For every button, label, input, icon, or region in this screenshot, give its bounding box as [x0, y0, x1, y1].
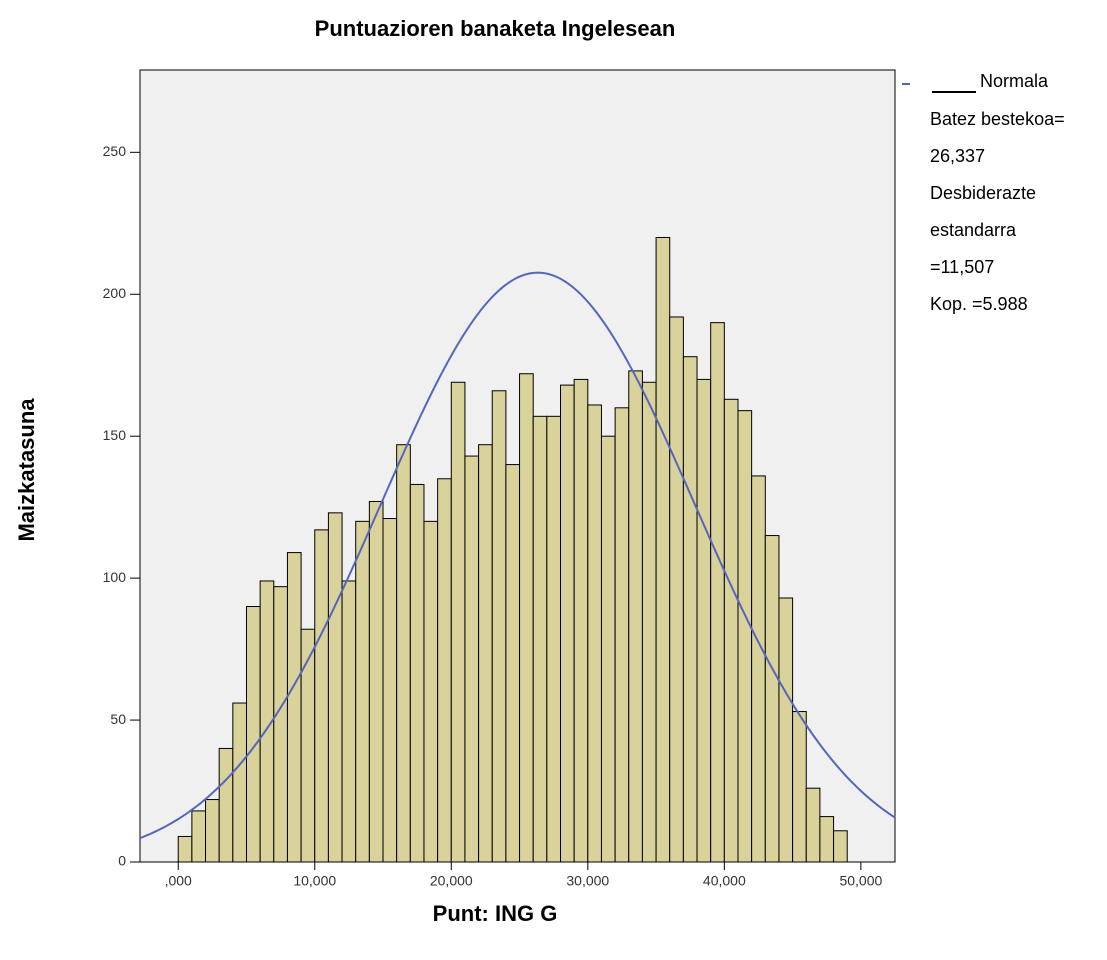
bar: [314, 529, 329, 863]
bar: [792, 711, 807, 863]
y-tick-label: 250: [103, 143, 127, 159]
bar: [628, 370, 643, 863]
bar: [682, 356, 698, 863]
bar: [614, 407, 630, 863]
x-axis-label: Punt: ING G: [433, 901, 558, 926]
x-tick-label: 20,000: [430, 873, 473, 889]
bar: [341, 580, 357, 863]
bar: [368, 500, 384, 863]
bar: [232, 702, 247, 863]
bar: [819, 816, 835, 863]
bar: [205, 799, 220, 863]
x-tick-label: ,000: [165, 873, 192, 889]
bar: [327, 512, 343, 863]
bar: [464, 455, 480, 863]
y-axis-label: Maizkatasuna: [14, 398, 39, 542]
y-tick-label: 200: [103, 285, 127, 301]
bar: [355, 520, 370, 863]
bar: [655, 236, 671, 863]
bar: [409, 483, 425, 863]
y-tick-label: 0: [118, 853, 126, 869]
x-tick-label: 50,000: [839, 873, 882, 889]
bar: [382, 518, 398, 863]
bar: [396, 444, 411, 863]
y-tick-label: 150: [103, 427, 127, 443]
bar: [805, 787, 821, 863]
legend-text: 26,337: [930, 146, 985, 166]
bar: [669, 316, 684, 863]
bar: [505, 464, 521, 863]
bar: [191, 810, 207, 863]
bar: [737, 410, 753, 863]
y-tick-label: 100: [103, 569, 127, 585]
bar: [560, 384, 575, 863]
bar: [423, 520, 439, 863]
bar: [764, 535, 780, 863]
normal-curve: [139, 271, 896, 840]
bar: [532, 415, 548, 863]
bar: [587, 404, 602, 863]
legend-text: =11,507: [930, 257, 994, 277]
x-tick-label: 10,000: [293, 873, 336, 889]
bar: [437, 478, 452, 863]
bar: [833, 830, 848, 863]
bar: [286, 552, 302, 863]
bar: [218, 747, 234, 863]
y-tick-label: 50: [110, 711, 126, 727]
legend-text: estandarra: [930, 220, 1017, 240]
bar: [546, 415, 562, 863]
bar: [177, 835, 193, 863]
bar: [600, 435, 616, 863]
bar: [573, 378, 589, 863]
bar: [723, 398, 739, 863]
bar: [478, 444, 493, 863]
bar: [300, 628, 316, 863]
bar: [710, 322, 725, 863]
legend-text: Kop. =5.988: [930, 294, 1028, 314]
x-tick-label: 40,000: [703, 873, 746, 889]
bar: [751, 475, 766, 863]
legend-text: Batez bestekoa=: [930, 109, 1065, 129]
x-tick-label: 30,000: [566, 873, 609, 889]
chart-title: Puntuazioren banaketa Ingelesean: [315, 16, 676, 41]
bar: [778, 597, 794, 863]
bar: [491, 390, 507, 863]
bar: [519, 373, 534, 863]
bar: [641, 381, 657, 863]
legend-label: Normala: [980, 71, 1049, 91]
bar: [273, 586, 288, 863]
bar: [245, 606, 261, 863]
legend-text: Desbiderazte: [930, 183, 1036, 203]
bar: [696, 378, 712, 863]
bar: [450, 381, 466, 863]
